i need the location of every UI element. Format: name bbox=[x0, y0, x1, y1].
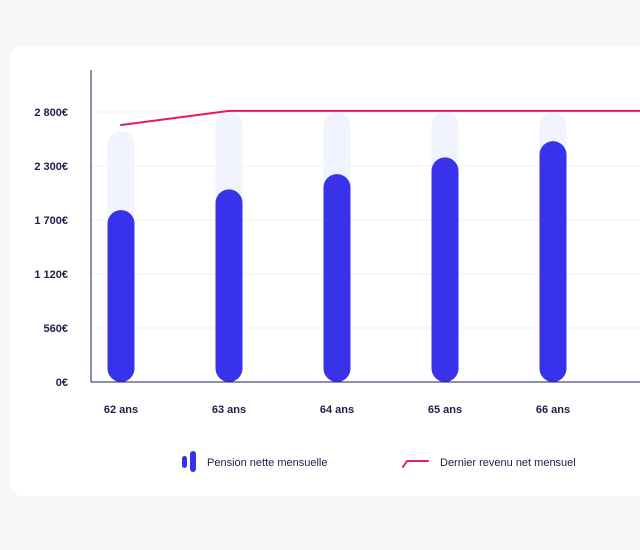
line-series-path bbox=[120, 109, 640, 126]
y-tick-label: 2 800€ bbox=[34, 107, 68, 119]
legend-bar-icon bbox=[182, 451, 196, 472]
y-tick-label: 1 120€ bbox=[34, 269, 68, 281]
legend-bar-label: Pension nette mensuelle bbox=[207, 457, 327, 469]
chart-card: 0€ 560€ 1 120€ 1 700€ 2 300€ 2 800€ 62 ans 63 … bbox=[10, 46, 640, 496]
x-tick-label: 62 ans bbox=[104, 404, 138, 416]
bar bbox=[107, 210, 135, 382]
x-tick-label: 63 ans bbox=[212, 404, 246, 416]
x-tick-label: 64 ans bbox=[320, 404, 354, 416]
bar bbox=[431, 157, 459, 382]
legend: Pension nette mensuelle Dernier revenu n… bbox=[182, 451, 576, 472]
x-tick-label: 66 ans bbox=[536, 404, 570, 416]
line-series bbox=[120, 109, 640, 126]
y-tick-label: 0€ bbox=[56, 377, 68, 389]
axes bbox=[90, 70, 640, 383]
grid-lines bbox=[91, 111, 640, 329]
legend-line-label: Dernier revenu net mensuel bbox=[440, 457, 576, 469]
y-tick-label: 560€ bbox=[44, 323, 68, 335]
chart: 0€ 560€ 1 120€ 1 700€ 2 300€ 2 800€ 62 ans 63 … bbox=[34, 70, 640, 472]
bar bbox=[323, 174, 351, 382]
legend-line-icon bbox=[402, 460, 429, 468]
y-tick-label: 2 300€ bbox=[34, 161, 68, 173]
x-tick-label: 65 ans bbox=[428, 404, 462, 416]
bars bbox=[107, 141, 567, 382]
y-axis-ticks: 0€ 560€ 1 120€ 1 700€ 2 300€ 2 800€ bbox=[34, 107, 68, 389]
y-tick-label: 1 700€ bbox=[34, 215, 68, 227]
x-axis-labels: 62 ans 63 ans 64 ans 65 ans 66 ans bbox=[104, 404, 570, 416]
bar bbox=[539, 141, 567, 382]
bar bbox=[215, 189, 243, 382]
